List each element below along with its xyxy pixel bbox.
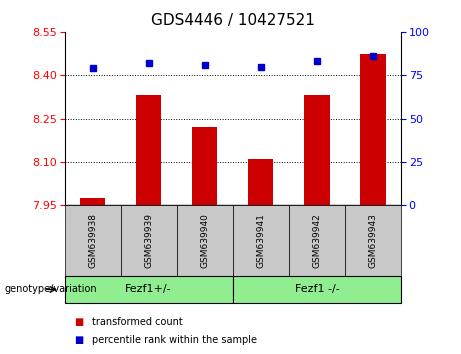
Text: percentile rank within the sample: percentile rank within the sample [92,335,257,345]
Text: GSM639942: GSM639942 [313,213,321,268]
Text: Fezf1 -/-: Fezf1 -/- [295,284,339,295]
Text: Fezf1+/-: Fezf1+/- [125,284,172,295]
Bar [304,96,330,205]
Bar [192,127,218,205]
Text: ■: ■ [74,335,83,345]
Bar [248,159,273,205]
Text: GSM639938: GSM639938 [88,213,97,268]
Text: ■: ■ [74,317,83,327]
Bar [361,53,386,205]
Bar [136,96,161,205]
Title: GDS4446 / 10427521: GDS4446 / 10427521 [151,13,315,28]
Text: GSM639940: GSM639940 [200,213,209,268]
Text: GSM639943: GSM639943 [368,213,378,268]
Text: transformed count: transformed count [92,317,183,327]
Bar [80,198,105,205]
Text: GSM639939: GSM639939 [144,213,153,268]
Text: GSM639941: GSM639941 [256,213,266,268]
Text: genotype/variation: genotype/variation [5,284,97,295]
